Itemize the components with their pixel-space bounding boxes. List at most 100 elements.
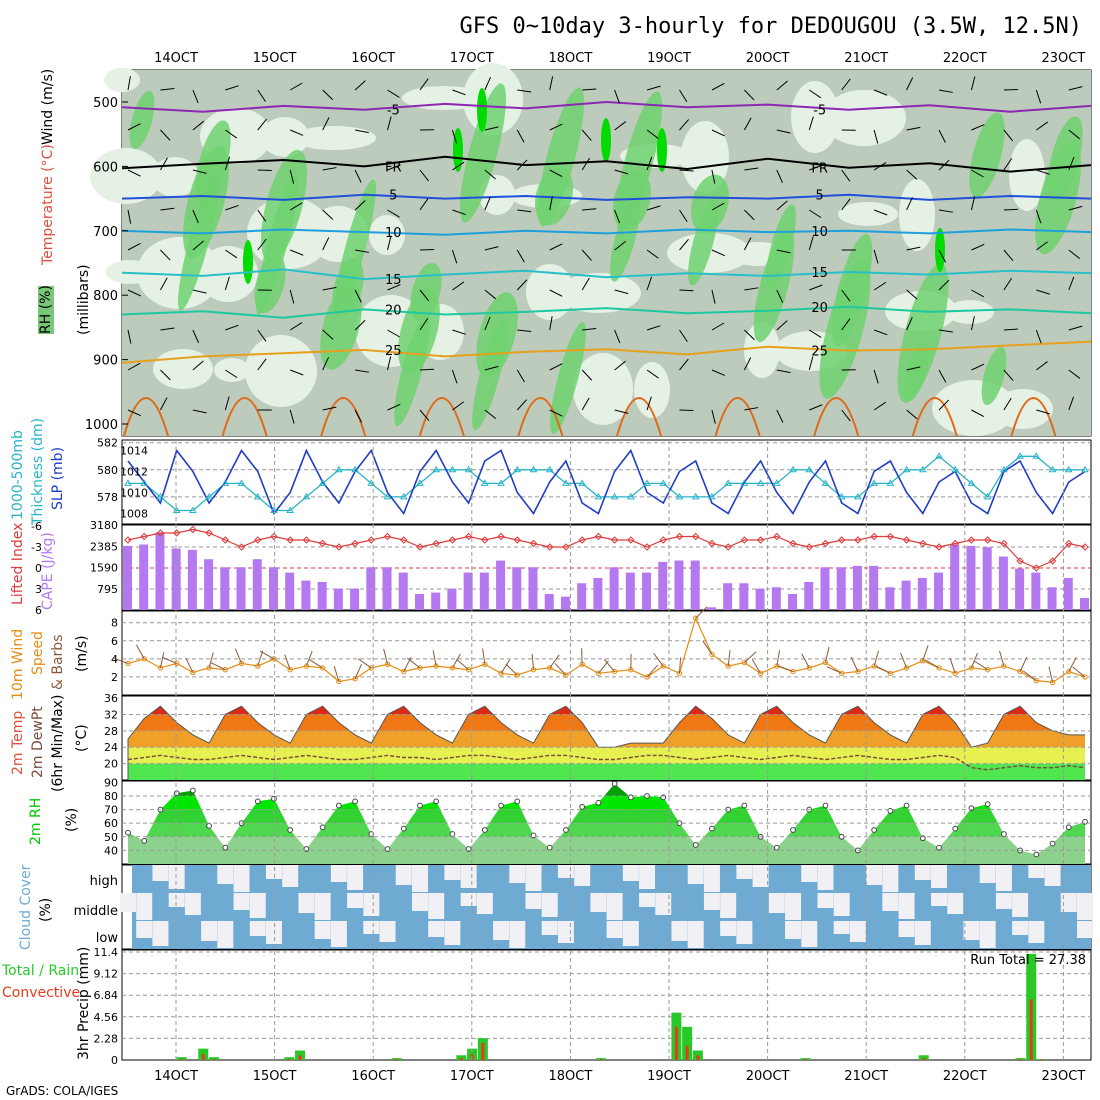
wind-barb bbox=[711, 322, 725, 331]
wind-barb bbox=[257, 329, 267, 342]
thickness-point bbox=[529, 465, 538, 473]
cape-bar bbox=[333, 588, 343, 610]
rh-dry-patch bbox=[573, 353, 633, 425]
lifted-index-point bbox=[870, 532, 878, 541]
thickness-point bbox=[383, 492, 392, 500]
cloud-gap bbox=[136, 921, 153, 938]
wind-barb bbox=[419, 198, 429, 211]
wind-barb bbox=[159, 397, 168, 411]
cloud-gap bbox=[1060, 893, 1077, 912]
contour-label: 10 bbox=[385, 226, 402, 241]
wind-barb bbox=[744, 407, 759, 411]
precip-convective-bar bbox=[685, 1045, 689, 1060]
wind-barb bbox=[776, 200, 788, 211]
cloud-gap bbox=[882, 865, 899, 892]
wind-barb bbox=[776, 320, 788, 331]
wind-barb bbox=[322, 329, 334, 340]
warm-contour bbox=[714, 397, 761, 437]
wind-barb bbox=[1036, 289, 1050, 295]
cloud-gap bbox=[995, 865, 1012, 891]
wind-speed-point bbox=[644, 674, 650, 680]
cape-bar bbox=[658, 561, 668, 610]
wind-barb bbox=[1068, 249, 1081, 260]
wind-barb bbox=[1003, 328, 1018, 331]
wind-barb bbox=[776, 249, 791, 254]
temp-band bbox=[128, 730, 1085, 748]
precip-convective-bar bbox=[674, 1026, 678, 1060]
contour-label: 25 bbox=[811, 345, 828, 360]
wind-barb bbox=[841, 318, 851, 331]
x-tick-label-top: 19OCT bbox=[647, 51, 691, 66]
wind-barb bbox=[646, 129, 659, 139]
slp-line bbox=[127, 448, 1086, 516]
wind-barb bbox=[1068, 86, 1083, 91]
rh-temp-wind-panel: -5-5FRFR55101015152020252550060070080090… bbox=[85, 63, 1092, 437]
cloud-gap bbox=[217, 865, 234, 884]
slp-thickness-panel: 578 580 582 1008 1010 1012 1014 bbox=[97, 437, 1091, 521]
thickness-tick-label: 578 bbox=[97, 491, 118, 504]
lifted-index-point bbox=[983, 536, 992, 544]
thickness-point bbox=[1064, 465, 1073, 473]
cape-bar bbox=[1031, 572, 1041, 610]
rh-point bbox=[692, 842, 699, 848]
wind-barb bbox=[744, 329, 755, 341]
cloud-gap bbox=[622, 921, 639, 946]
cape-bar bbox=[479, 572, 489, 610]
wind-barb bbox=[614, 240, 626, 251]
precip-convective-bar bbox=[201, 1054, 205, 1060]
precip-convective-bar bbox=[459, 1058, 463, 1060]
wind-barb bbox=[808, 89, 822, 99]
wind-barb bbox=[776, 129, 791, 134]
cloud-gap bbox=[411, 893, 428, 911]
warm-contour bbox=[221, 397, 268, 437]
thickness-point bbox=[253, 492, 262, 500]
wind-barb bbox=[127, 362, 141, 371]
cape-bar bbox=[577, 583, 587, 610]
lifted-index-point bbox=[270, 532, 278, 541]
wind-speed-point bbox=[271, 656, 277, 662]
wind-barb bbox=[387, 89, 400, 98]
wind-barb bbox=[581, 129, 592, 141]
thickness-point bbox=[886, 479, 895, 486]
cape-bar bbox=[496, 560, 506, 610]
temp2m-label: 2m Temp bbox=[10, 711, 26, 775]
wind-speed-point bbox=[1082, 674, 1088, 680]
thickness-point bbox=[432, 465, 441, 473]
lifted-index-point bbox=[675, 532, 684, 541]
wind-barb bbox=[906, 77, 914, 91]
wind-barb bbox=[841, 409, 851, 422]
lifted-index-point bbox=[416, 543, 424, 551]
thickness-point bbox=[935, 452, 943, 459]
slp-tick-label: 1008 bbox=[120, 508, 148, 521]
temp-band bbox=[128, 763, 1085, 780]
cloud-gap bbox=[898, 921, 915, 937]
thickness-point bbox=[172, 506, 181, 513]
rh-point bbox=[579, 803, 586, 810]
wind10m-label-1: 10m Wind bbox=[10, 629, 26, 700]
cape-bar bbox=[804, 581, 814, 610]
cloud-gap bbox=[1028, 865, 1045, 878]
wind-barb-10m bbox=[850, 656, 859, 672]
cape-bar bbox=[512, 567, 522, 610]
wind-speed-point bbox=[303, 663, 310, 669]
wind-barb bbox=[192, 240, 204, 251]
precip-panel: 0 2.28 4.56 6.84 9.12 11.4 bbox=[94, 946, 1091, 1067]
wind-barb bbox=[614, 289, 629, 295]
lifted-index-point bbox=[383, 532, 392, 541]
cloud-gap bbox=[265, 921, 282, 944]
wind-barb-10m bbox=[500, 659, 511, 674]
temperature-label: Temperature (°C) bbox=[40, 144, 56, 266]
wind-barb bbox=[224, 276, 230, 291]
wind-barb bbox=[808, 209, 822, 219]
precip-tick-label: 0 bbox=[111, 1054, 118, 1067]
cloud-gap bbox=[168, 865, 185, 889]
precip-total-bar bbox=[682, 1026, 693, 1060]
rh-moist-area bbox=[129, 90, 155, 150]
wind-barb-10m bbox=[284, 654, 291, 670]
rh-point bbox=[984, 801, 991, 808]
wind-barb-10m bbox=[554, 663, 567, 676]
wind-barb bbox=[225, 85, 239, 91]
cloud-gap bbox=[882, 893, 899, 911]
lifted-index-point bbox=[464, 532, 473, 541]
thickness-tick-label: 582 bbox=[97, 437, 118, 450]
